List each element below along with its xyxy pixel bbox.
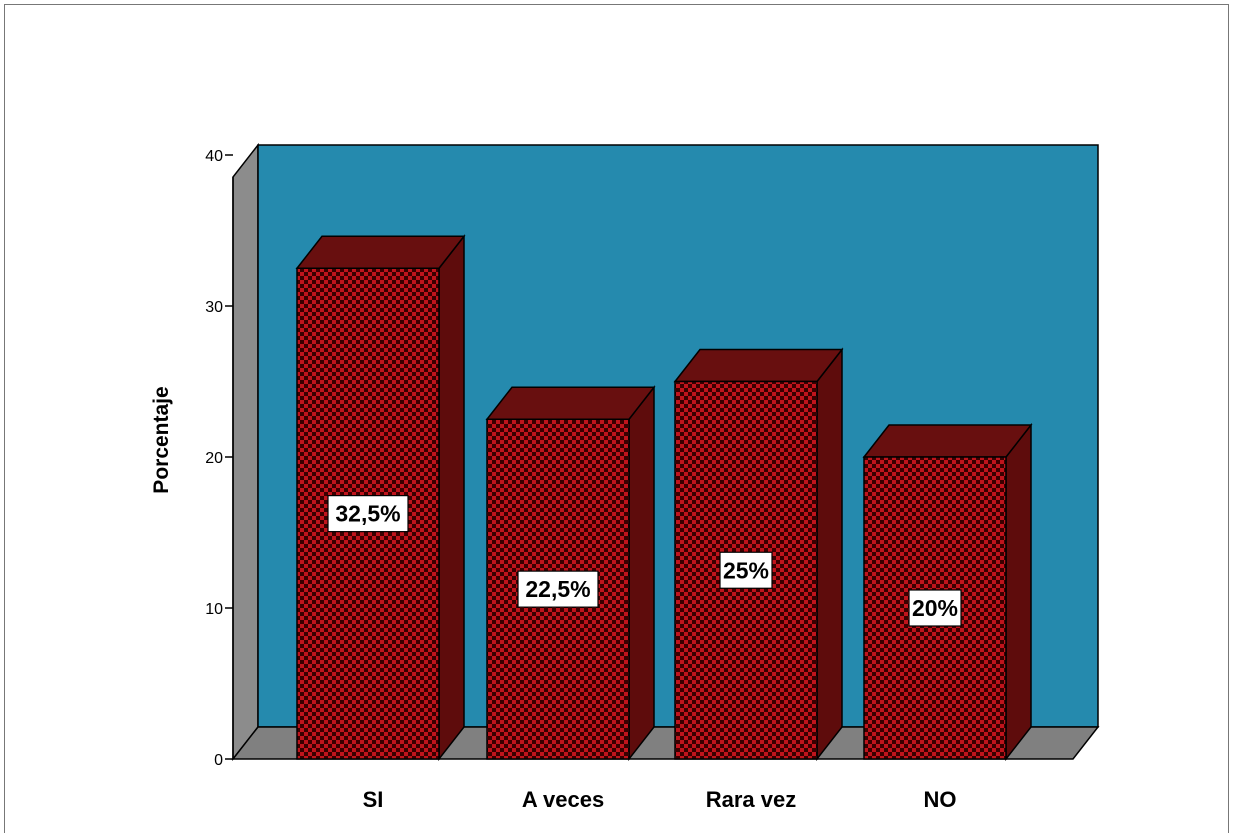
- bar: 32,5%: [295, 234, 466, 762]
- bar-side: [816, 347, 843, 762]
- bar-side: [628, 385, 655, 762]
- data-label-box: [908, 589, 962, 627]
- bar-top: [673, 348, 844, 383]
- x-category-label: NO: [924, 787, 957, 812]
- data-label: 20%: [912, 595, 958, 621]
- bar-top: [862, 424, 1033, 458]
- y-tick-label: 40: [205, 148, 223, 165]
- y-tick-label: 30: [205, 299, 223, 316]
- data-label-box: [719, 551, 773, 589]
- x-category-label: Rara vez: [706, 787, 797, 812]
- side-wall: [232, 142, 259, 762]
- data-label-box: [517, 570, 599, 608]
- bar-side: [1005, 422, 1032, 762]
- x-category-label: A veces: [522, 787, 604, 812]
- bar: 20%: [862, 422, 1033, 762]
- x-category-label: SI: [363, 787, 384, 812]
- data-label: 32,5%: [335, 501, 400, 527]
- data-label: 22,5%: [525, 576, 590, 602]
- y-axis: 0 10 20 30 40: [205, 148, 234, 769]
- bar-side: [438, 234, 465, 762]
- bars: 32,5% 22,5% 25% 20%: [295, 234, 1033, 762]
- bar: 25%: [673, 347, 844, 762]
- y-tick-label: 20: [205, 450, 223, 467]
- y-axis-title: Porcentaje: [150, 386, 173, 493]
- data-label-box: [327, 495, 409, 533]
- bar: 22,5%: [485, 385, 656, 762]
- x-axis-labels: SI A veces Rara vez NO: [363, 787, 957, 812]
- data-label: 25%: [723, 557, 769, 583]
- bar-front: [296, 267, 440, 760]
- y-tick-label: 0: [214, 752, 223, 769]
- bar-top: [295, 235, 466, 269]
- bar-top: [485, 386, 656, 420]
- y-tick-label: 10: [205, 601, 223, 618]
